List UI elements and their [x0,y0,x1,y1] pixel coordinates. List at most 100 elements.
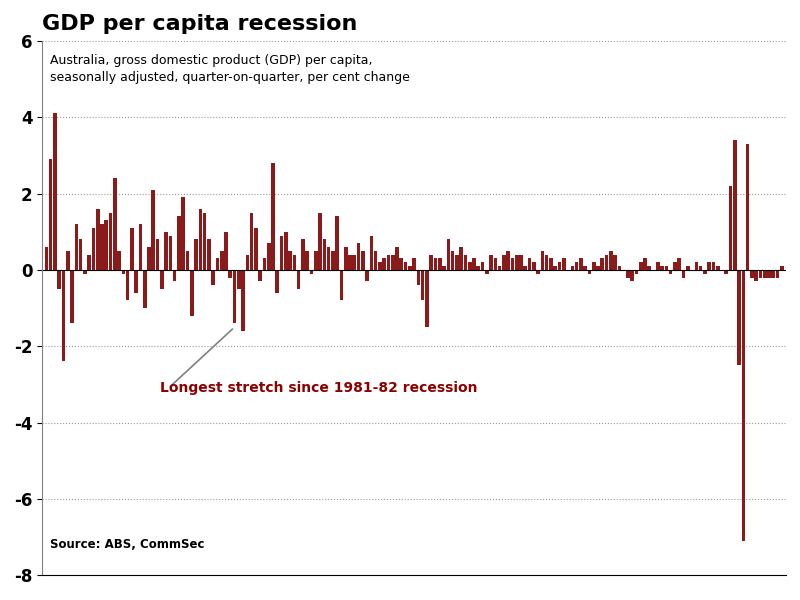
Bar [109,212,112,270]
Bar [100,224,104,270]
Bar [87,254,91,270]
Bar [490,254,493,270]
Bar [118,251,121,270]
Bar [83,270,86,274]
Bar [246,254,249,270]
Bar [545,254,549,270]
Bar [395,247,399,270]
Bar [293,254,296,270]
Bar [53,113,57,270]
Bar [738,270,741,365]
Bar [754,270,758,281]
Bar [506,251,510,270]
Bar [417,270,420,285]
Bar [366,270,369,281]
Bar [502,254,506,270]
Bar [767,270,771,278]
Bar [353,254,356,270]
Text: Longest stretch since 1981-82 recession: Longest stretch since 1981-82 recession [160,381,478,395]
Bar [703,270,706,274]
Bar [733,140,737,270]
Bar [113,178,117,270]
Bar [267,243,270,270]
Bar [523,266,527,270]
Bar [438,259,442,270]
Bar [725,270,728,274]
Bar [164,232,168,270]
Bar [742,270,745,541]
Bar [169,236,172,270]
Bar [254,228,258,270]
Bar [122,270,125,274]
Bar [45,247,48,270]
Bar [588,270,591,274]
Bar [570,266,574,270]
Bar [554,266,557,270]
Bar [96,209,99,270]
Bar [596,266,600,270]
Bar [562,259,566,270]
Bar [639,262,642,270]
Bar [758,270,762,278]
Bar [425,270,429,327]
Bar [477,266,480,270]
Bar [340,270,343,301]
Bar [399,259,403,270]
Bar [494,259,497,270]
Bar [130,228,134,270]
Bar [665,266,668,270]
Bar [450,251,454,270]
Text: Source: ABS, CommSec: Source: ABS, CommSec [50,538,204,551]
Bar [198,209,202,270]
Bar [194,239,198,270]
Bar [258,270,262,281]
Bar [468,262,471,270]
Bar [378,262,382,270]
Bar [716,266,719,270]
Bar [182,197,185,270]
Bar [536,270,540,274]
Bar [318,212,322,270]
Bar [160,270,164,289]
Bar [707,262,711,270]
Bar [211,270,215,285]
Bar [656,262,660,270]
Bar [421,270,425,301]
Bar [541,251,544,270]
Bar [288,251,292,270]
Bar [592,262,595,270]
Bar [147,247,151,270]
Bar [771,270,775,278]
Bar [262,259,266,270]
Bar [434,259,438,270]
Bar [374,251,378,270]
Bar [763,270,766,278]
Bar [92,228,95,270]
Bar [326,247,330,270]
Bar [173,270,177,281]
Bar [643,259,647,270]
Bar [515,254,518,270]
Bar [750,270,754,278]
Bar [532,262,536,270]
Bar [686,266,690,270]
Bar [224,232,228,270]
Bar [335,217,339,270]
Bar [446,239,450,270]
Bar [70,270,74,323]
Bar [528,259,531,270]
Bar [74,224,78,270]
Bar [678,259,681,270]
Bar [660,266,664,270]
Text: Australia, gross domestic product (GDP) per capita,
seasonally adjusted, quarter: Australia, gross domestic product (GDP) … [50,55,410,85]
Bar [442,266,446,270]
Bar [271,163,275,270]
Bar [549,259,553,270]
Bar [626,270,630,278]
Bar [558,262,562,270]
Bar [322,239,326,270]
Bar [348,254,352,270]
Bar [618,266,621,270]
Bar [78,239,82,270]
Bar [776,270,779,278]
